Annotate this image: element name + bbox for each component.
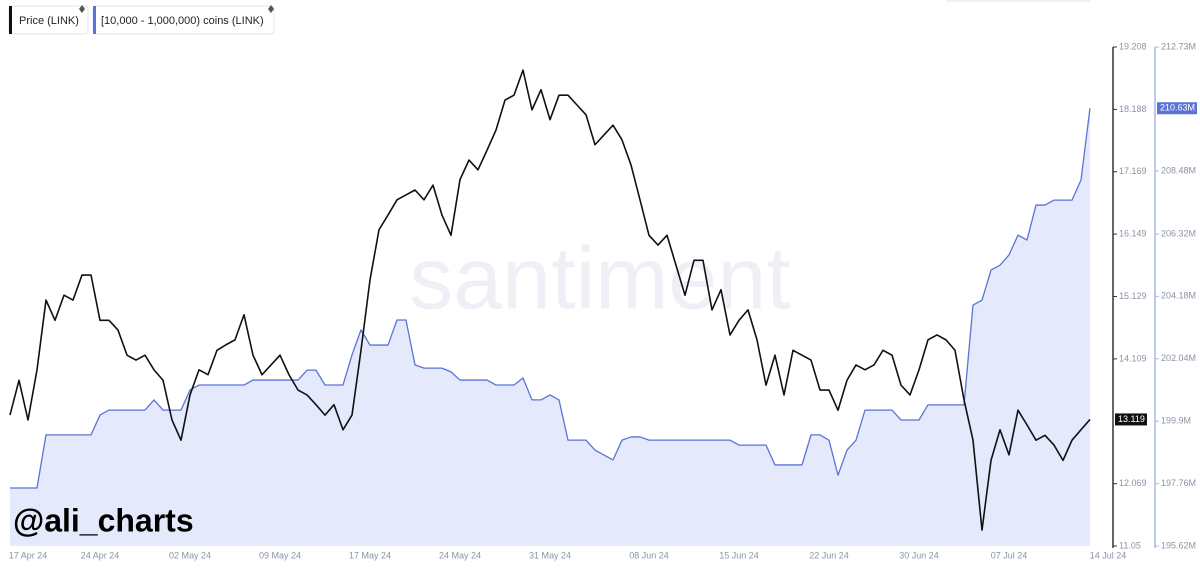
plot [9, 69, 1091, 547]
legend-label: [10,000 - 1,000,000) coins (LINK) [101, 15, 264, 27]
y2-tick-label: 195.62M [1161, 540, 1196, 550]
y-tick-label: 14.109 [1119, 353, 1147, 363]
x-tick-label: 08 Jun 24 [629, 550, 669, 560]
y2-tick-label: 197.76M [1161, 478, 1196, 488]
y-tick-label: 16.149 [1119, 228, 1147, 238]
x-tick-label: 24 Apr 24 [81, 550, 120, 560]
x-tick-label: 07 Jul 24 [991, 550, 1028, 560]
x-tick-label: 09 May 24 [259, 550, 301, 560]
legend: Price (LINK) [10,000 - 1,000,000) coins … [8, 5, 275, 35]
x-tick-label: 30 Jun 24 [899, 550, 939, 560]
y-tick-label: 19.208 [1119, 41, 1147, 51]
y-tick-label: 18.188 [1119, 104, 1147, 114]
y-tick-label: 15.129 [1119, 291, 1147, 301]
y-tick-label: 11.05 [1119, 540, 1141, 550]
last-value-box [1157, 102, 1197, 115]
legend-swatch [93, 6, 96, 34]
y2-tick-label: 206.32M [1161, 228, 1196, 238]
series-line [9, 69, 1091, 531]
y2-tick-label: 204.18M [1161, 291, 1196, 301]
last-value-label: 210.63M [1160, 103, 1195, 113]
area-fill [10, 108, 1090, 547]
x-tick-label: 24 May 24 [439, 550, 481, 560]
last-value-label: 13.119 [1118, 414, 1145, 424]
y2-tick-label: 212.73M [1161, 41, 1196, 51]
legend-swatch [9, 6, 12, 34]
top-widget [945, 0, 1091, 2]
x-tick-label: 17 May 24 [349, 550, 391, 560]
x-tick-label: 22 Jun 24 [809, 550, 849, 560]
x-tick-label: 17 Apr 24 [9, 550, 48, 560]
watermark: santiment [409, 228, 791, 327]
legend-label: Price (LINK) [19, 15, 79, 27]
y-tick-label: 12.069 [1119, 478, 1147, 488]
y2-tick-label: 208.48M [1161, 165, 1196, 175]
x-tick-label: 02 May 24 [169, 550, 211, 560]
last-value-box [1115, 413, 1147, 426]
y2-tick-label: 199.9M [1161, 416, 1191, 426]
series-line [10, 108, 1091, 489]
x-tick-label: 31 May 24 [529, 550, 571, 560]
y2-tick-label: 202.04M [1161, 353, 1196, 363]
x-tick-label: 15 Jun 24 [719, 550, 759, 560]
legend-icon [79, 5, 85, 13]
x-tick-label: 14 Jul 24 [1090, 550, 1127, 560]
y-tick-label: 17.169 [1119, 166, 1147, 176]
legend-icon [268, 5, 274, 13]
annotation: @ali_charts [13, 502, 194, 538]
